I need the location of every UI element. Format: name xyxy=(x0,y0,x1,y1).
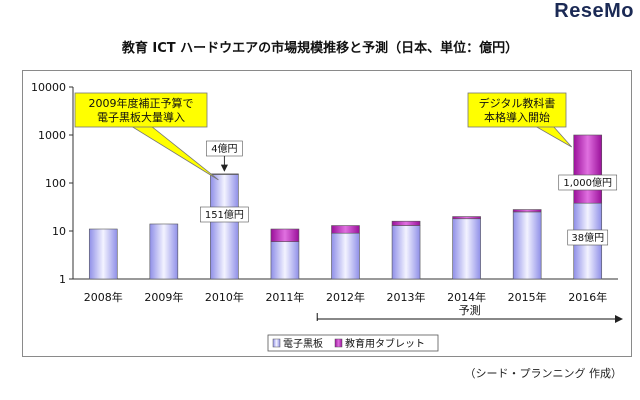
bar-kyoiku-tablet xyxy=(452,216,481,220)
bar-denshi-kokuban xyxy=(452,218,481,280)
bar-kyoiku-tablet xyxy=(391,220,421,226)
legend-swatch-denshi-kokuban xyxy=(272,338,281,348)
x-tick-label: 2012年 xyxy=(326,290,365,304)
chart-svg: 1 10 100 1000 10000 2008年 2009年 2010年 2011年 2012年… xyxy=(31,81,623,352)
bar-denshi-kokuban xyxy=(512,211,542,280)
label-box-2010-board xyxy=(200,206,249,223)
legend-label-denshi-kokuban: 電子黒板 xyxy=(283,337,323,350)
label-2010-tablet: 4億円 xyxy=(211,142,237,155)
bar-kyoiku-tablet xyxy=(573,134,603,204)
legend-swatch-kyoiku-tablet xyxy=(334,338,343,348)
y-tick-label: 100 xyxy=(45,177,66,190)
y-tick-label: 10000 xyxy=(31,81,66,94)
x-tick-label: 2010年 xyxy=(205,290,244,304)
legend-box xyxy=(267,334,439,352)
callout-text-2016: デジタル教科書本格導入開始 xyxy=(479,96,556,124)
bar-kyoiku-tablet xyxy=(512,209,542,213)
bar-denshi-kokuban xyxy=(149,223,179,280)
callout-pointer-2010 xyxy=(111,125,219,181)
source-credit: （シード・プランニング 作成） xyxy=(464,367,623,380)
y-tick-label: 1 xyxy=(59,273,66,286)
label-2010-board: 151億円 xyxy=(205,208,244,221)
x-tick-label: 2009年 xyxy=(144,290,183,304)
x-tick-label: 2016年 xyxy=(568,290,607,304)
forecast-label: 予測 xyxy=(459,303,481,317)
chart-frame: 1 10 100 1000 10000 2008年 2009年 2010年 2011年 2012年… xyxy=(22,70,632,357)
bar-kyoiku-tablet xyxy=(270,228,300,242)
x-tick-label: 2013年 xyxy=(387,290,426,304)
chart-title: 教育 ICT ハードウエアの市場規模推移と予測（日本、単位：億円） xyxy=(121,41,519,56)
bar-denshi-kokuban xyxy=(331,232,360,280)
callout-box-2016 xyxy=(467,92,567,128)
x-tick-label: 2011年 xyxy=(265,290,304,304)
callout-box-2010 xyxy=(74,92,208,128)
label-box-2016-board xyxy=(567,229,609,246)
bar-kyoiku-tablet xyxy=(210,173,239,175)
label-2016-total: 1,000億円 xyxy=(563,176,612,189)
label-box-2016-total xyxy=(558,174,618,191)
x-tick-label: 2015年 xyxy=(508,290,547,304)
callout-pointer-2016 xyxy=(513,125,573,148)
label-2016-board: 38億円 xyxy=(571,231,604,244)
callout-text-2010: 2009年度補正予算で電子黒板大量導入 xyxy=(89,96,194,124)
watermark: ReseMo xyxy=(554,0,634,22)
y-tick-label: 1000 xyxy=(38,129,66,142)
bar-kyoiku-tablet xyxy=(331,225,360,234)
bar-denshi-kokuban xyxy=(270,241,300,280)
bar-denshi-kokuban xyxy=(210,174,239,280)
legend-label-kyoiku-tablet: 教育用タブレット xyxy=(345,337,425,350)
bar-denshi-kokuban xyxy=(88,228,118,280)
x-tick-label: 2008年 xyxy=(84,290,123,304)
x-tick-label: 2014年 xyxy=(447,290,486,304)
y-tick-label: 10 xyxy=(52,225,66,238)
bar-denshi-kokuban xyxy=(391,225,421,280)
